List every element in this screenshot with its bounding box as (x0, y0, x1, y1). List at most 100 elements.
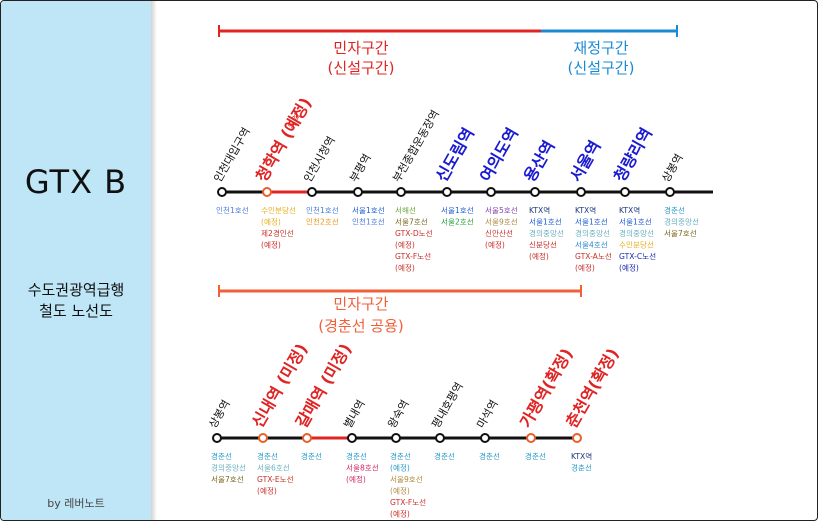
transfer-line-label: 인천2호선 (306, 217, 339, 227)
transfer-line-label: 경춘선 (390, 451, 411, 461)
transfer-line-label: 인천1호선 (216, 205, 249, 215)
transfer-line-label: GTX-C노선 (619, 252, 656, 261)
transfer-line-label: 수인분당선 (619, 240, 654, 250)
section-label-fiscal-new: 재정구간 (573, 39, 628, 57)
transfer-line-label: GTX-A노선 (575, 252, 612, 261)
station-name: 별내역 (341, 398, 367, 431)
transfer-line-label: 수인분당선 (261, 205, 296, 215)
station-name: 서울역 (566, 137, 605, 185)
station-dot (620, 187, 630, 197)
transfer-line-label: 서울8호선 (346, 464, 379, 473)
transfer-line-label: (예정) (346, 474, 366, 484)
transfer-line-label: 경춘선 (571, 463, 592, 473)
section-label-private-new: 민자구간 (333, 39, 388, 57)
station-name: 평내호평역 (429, 380, 466, 430)
sidebar: GTX B 수도권광역급행 철도 노선도 by 레버노트 (1, 1, 151, 520)
station-dot (480, 433, 490, 443)
station-dot (572, 433, 582, 443)
transfer-line-label: 경춘선 (301, 451, 322, 461)
transfer-line-label: (예정) (619, 263, 639, 273)
transfer-line-label: 경춘선 (346, 451, 367, 461)
transfer-line-label: 경춘선 (257, 451, 278, 461)
transfer-line-label: 경의중앙선 (211, 463, 246, 473)
transfer-line-label: KTX역 (571, 451, 592, 461)
station-dot (576, 187, 586, 197)
transfer-line-label: 경춘선 (479, 451, 500, 461)
transfer-line-label: 서울1호선 (352, 206, 385, 215)
line-title: GTX B (24, 163, 128, 201)
station-name: 여의도역 (476, 124, 522, 185)
transfer-line-label: 서울1호선 (575, 218, 608, 227)
station-dot (212, 433, 222, 443)
transfer-line-label: 서울1호선 (619, 218, 652, 227)
station-dot (396, 187, 406, 197)
section-sublabel-private-new: (신설구간) (328, 59, 395, 77)
transfer-line-label: (예정) (261, 217, 281, 227)
station-dot (530, 187, 540, 197)
station-dot (258, 433, 268, 443)
transfer-line-label: 경의중앙선 (619, 228, 654, 238)
station-dot (435, 433, 445, 443)
transfer-line-label: GTX-F노선 (390, 498, 426, 507)
station-dot (262, 187, 272, 197)
transfer-line-label: 신분당선 (529, 240, 557, 250)
transfer-line-label: (예정) (529, 251, 549, 261)
subtitle-line-2: 철도 노선도 (39, 302, 113, 320)
transfer-line-label: GTX-F노선 (395, 252, 431, 261)
station-dot (347, 433, 357, 443)
station-name: 청량리역 (610, 124, 656, 185)
station-name: 신도림역 (432, 124, 478, 185)
transfer-line-label: 서해선 (395, 205, 416, 215)
station-name: 인천시청역 (300, 134, 337, 185)
transfer-line-label: 서울7호선 (664, 229, 697, 238)
transfer-line-label: (예정) (390, 509, 410, 519)
transfer-line-label: (예정) (395, 263, 415, 273)
transfer-line-label: KTX역 (619, 205, 640, 215)
transfer-line-label: 경춘선 (525, 451, 546, 461)
transfer-line-label: 서울7호선 (211, 475, 244, 484)
transfer-line-label: 경의중앙선 (664, 217, 699, 227)
transfer-line-label: (예정) (261, 240, 281, 250)
transfer-line-label: (예정) (257, 486, 277, 496)
station-dot (391, 433, 401, 443)
section-label-private-shared: 민자구간 (333, 295, 388, 313)
transfer-line-label: 경의중앙선 (529, 228, 564, 238)
transfer-line-label: 서울1호선 (529, 218, 562, 227)
section-private-new: 민자구간 (신설구간) (218, 25, 541, 77)
transfer-line-label: 경춘선 (664, 205, 685, 215)
section-sublabel-private-shared: (경춘선 공용) (318, 317, 403, 335)
station-dot (302, 433, 312, 443)
transfer-line-label: 서울9호선 (390, 475, 423, 484)
station-dot (526, 433, 536, 443)
transfer-line-label: KTX역 (529, 205, 550, 215)
transfer-line-label: (예정) (485, 240, 505, 250)
station-name: 상봉역 (206, 398, 232, 431)
transfer-line-label: 서울2호선 (441, 218, 474, 227)
station-name: 상봉역 (659, 152, 685, 185)
station-dot (307, 187, 317, 197)
station-dot (217, 187, 227, 197)
transfer-line-label: 경춘선 (434, 451, 455, 461)
transfer-line-label: 서울7호선 (395, 218, 428, 227)
transfer-line-label: 신안산선 (485, 228, 513, 238)
station-dot (353, 187, 363, 197)
transfer-line-label: 서울1호선 (441, 206, 474, 215)
station-dot (442, 187, 452, 197)
